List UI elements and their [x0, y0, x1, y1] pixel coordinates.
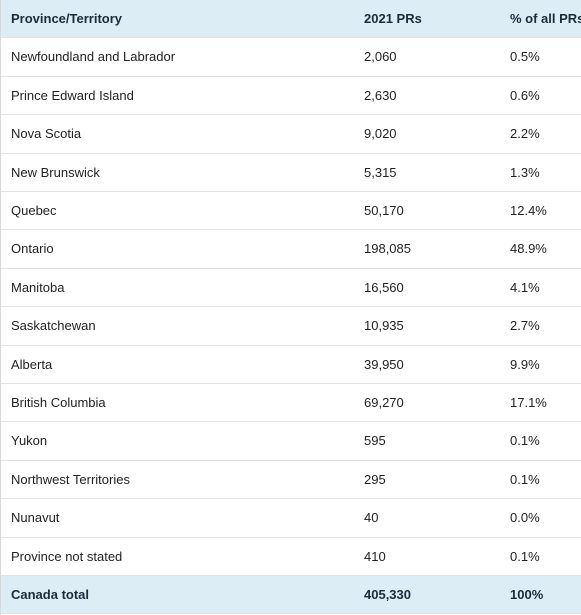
table-cell: 405,330	[364, 587, 411, 602]
table-cell: 40	[364, 510, 379, 526]
table-row: New Brunswick 5,315 1.3%	[1, 154, 581, 192]
table-cell: Province not stated	[11, 548, 123, 564]
table-cell: British Columbia	[11, 395, 106, 410]
table-row: British Columbia 69,270 17.1%	[1, 384, 581, 423]
table-cell: 69,270	[364, 395, 404, 410]
table-cell: 10,935	[364, 318, 404, 334]
table-row: Quebec 50,170 12.4%	[1, 192, 581, 231]
table-cell: 595	[364, 433, 386, 449]
table-cell: 1.3%	[510, 164, 540, 180]
table-cell: 5,315	[364, 164, 397, 180]
table-cell: 2.7%	[510, 318, 540, 334]
table-cell: 12.4%	[510, 203, 547, 218]
table-row: Saskatchewan 10,935 2.7%	[1, 307, 581, 346]
table-cell: 0.6%	[510, 87, 540, 103]
table-cell: Quebec	[11, 203, 57, 218]
table-row: Manitoba 16,560 4.1%	[1, 269, 581, 308]
table-cell: 16,560	[364, 279, 404, 295]
table-cell: Saskatchewan	[11, 318, 96, 334]
table-cell: 0.5%	[510, 49, 540, 65]
table-cell: 48.9%	[510, 241, 547, 257]
table-row: Nova Scotia 9,020 2.2%	[1, 115, 581, 154]
table-cell: 0.0%	[510, 510, 540, 526]
table-cell: Newfoundland and Labrador	[11, 49, 176, 65]
table-cell: 2,060	[364, 49, 397, 65]
header-cell: 2021 PRs	[364, 11, 422, 26]
table-row: Province not stated 410 0.1%	[1, 538, 581, 576]
table-cell: Northwest Territories	[11, 471, 130, 487]
table-cell: 9.9%	[510, 356, 540, 372]
table-cell: 2,630	[364, 87, 397, 103]
table-cell: 50,170	[364, 203, 404, 218]
table-cell: 39,950	[364, 356, 404, 372]
total-row: Canada total 405,330 100%	[1, 576, 581, 615]
table-row: Prince Edward Island 2,630 0.6%	[1, 77, 581, 116]
table-cell: 0.1%	[510, 471, 540, 487]
header-cell: Province/Territory	[11, 11, 123, 26]
header-cell: % of all PRs	[510, 11, 581, 26]
table-cell: Manitoba	[11, 279, 65, 295]
table-row: Ontario 198,085 48.9%	[1, 230, 581, 269]
table-cell: Alberta	[11, 356, 53, 372]
table-cell: 4.1%	[510, 279, 540, 295]
table-cell: Prince Edward Island	[11, 87, 134, 103]
table-cell: 17.1%	[510, 395, 547, 410]
table-cell: 2.2%	[510, 126, 540, 142]
table-row: Northwest Territories 295 0.1%	[1, 461, 581, 500]
table-row: Nunavut 40 0.0%	[1, 499, 581, 538]
header-row: Province/Territory 2021 PRs % of all PRs	[1, 0, 581, 39]
table-cell: 410	[364, 548, 386, 564]
table-cell: Canada total	[11, 587, 90, 602]
table-cell: 100%	[510, 587, 544, 602]
table-cell: 295	[364, 471, 386, 487]
table-cell: Yukon	[11, 433, 48, 449]
table-row: Alberta 39,950 9.9%	[1, 346, 581, 384]
table-row: Yukon 595 0.1%	[1, 422, 581, 461]
table-cell: Nova Scotia	[11, 126, 82, 142]
table-cell: Ontario	[11, 241, 54, 257]
table-cell: 9,020	[364, 126, 397, 142]
table-cell: 198,085	[364, 241, 411, 257]
table-row: Newfoundland and Labrador 2,060 0.5%	[1, 38, 581, 77]
table-cell: Nunavut	[11, 510, 60, 526]
table-cell: 0.1%	[510, 433, 540, 449]
table-cell: 0.1%	[510, 548, 540, 564]
table-cell: New Brunswick	[11, 164, 100, 180]
